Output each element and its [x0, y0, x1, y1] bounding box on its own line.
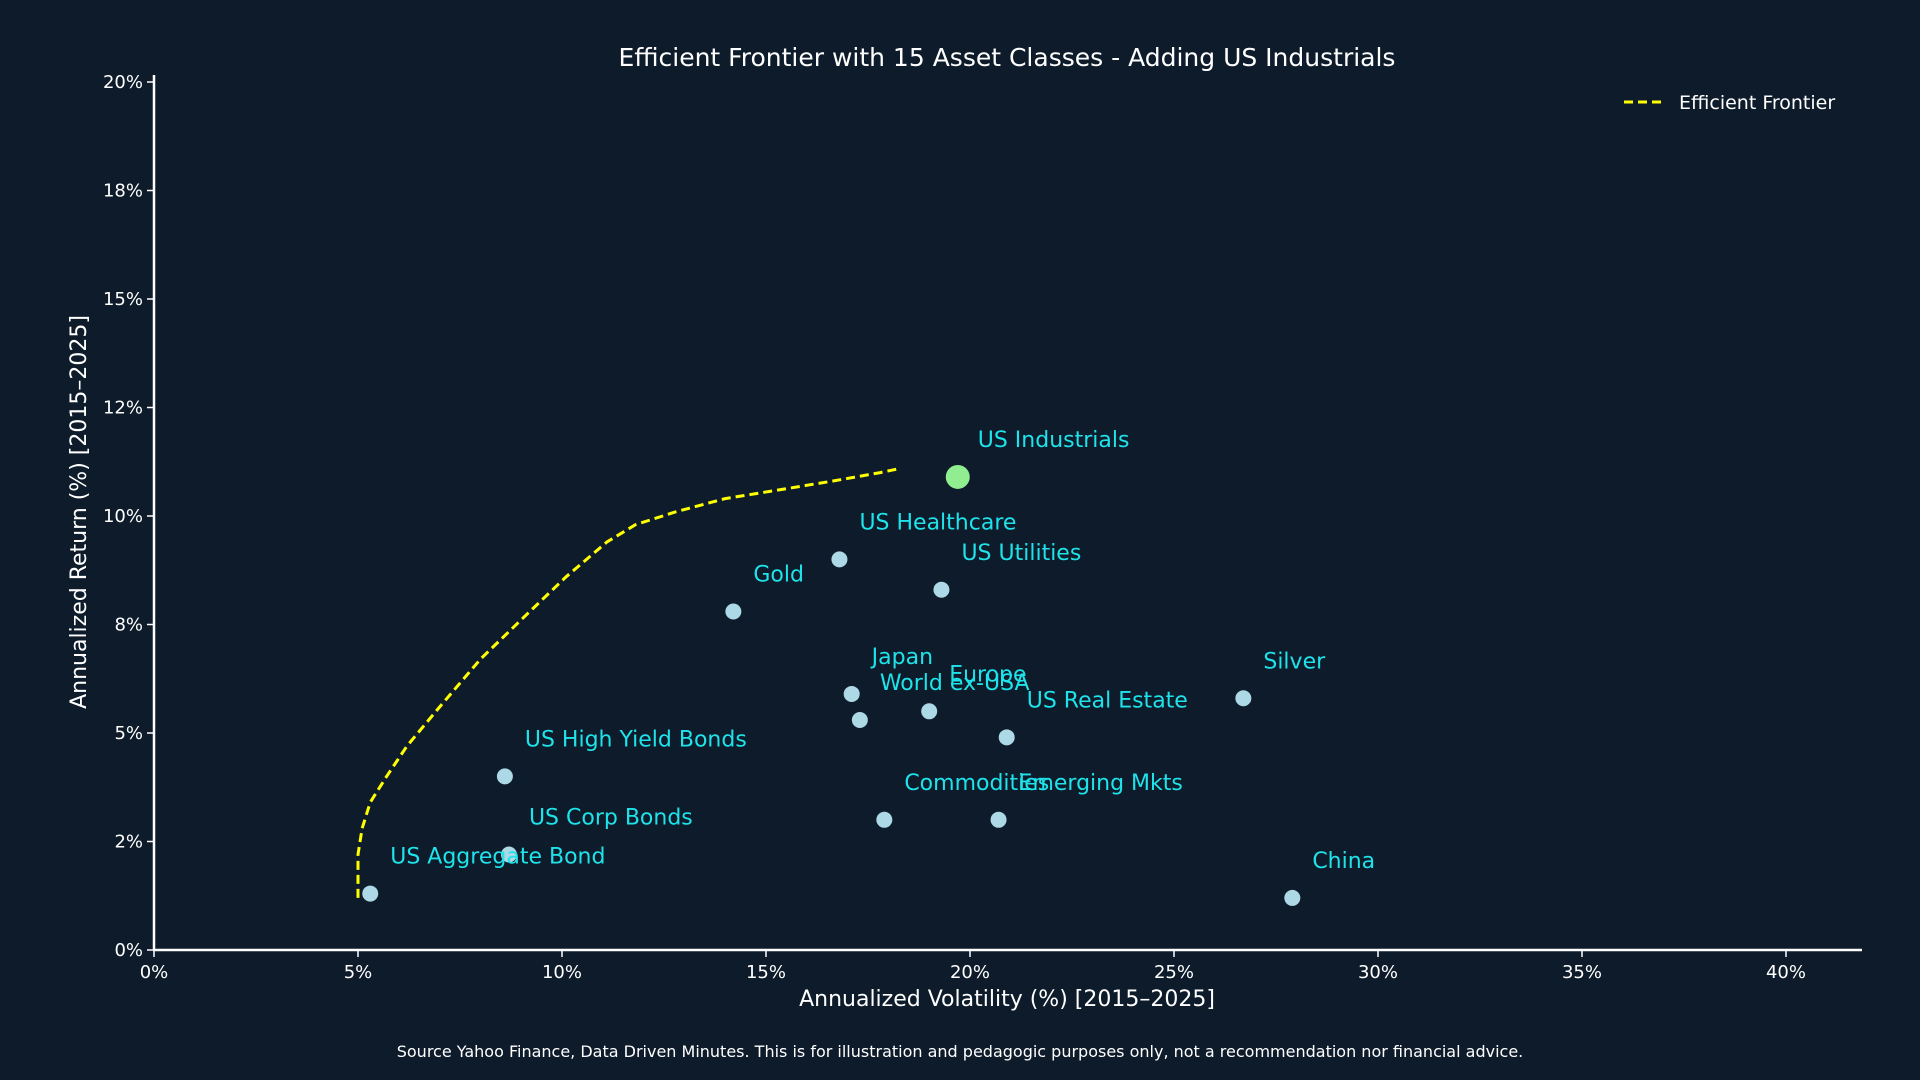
chart-title: Efficient Frontier with 15 Asset Classes…: [619, 43, 1396, 72]
point-us-corp-bonds: [500, 846, 517, 863]
point-label-europe: Europe: [949, 662, 1026, 687]
point-label-us-corp-bonds: US Corp Bonds: [529, 806, 693, 831]
x-tick-label: 40%: [1766, 962, 1806, 983]
point-label-us-real-estate: US Real Estate: [1027, 688, 1188, 713]
x-tick-label: 10%: [542, 962, 582, 983]
point-us-industrials: [945, 464, 970, 489]
point-label-us-utilities: US Utilities: [961, 541, 1081, 566]
source-note: Source Yahoo Finance, Data Driven Minute…: [397, 1042, 1524, 1061]
y-tick-label: 0%: [114, 940, 143, 961]
points-layer: US Industrials US Healthcare US Utilities G…: [362, 428, 1375, 906]
y-tick-label: 15%: [103, 289, 143, 310]
point-label-silver: Silver: [1263, 649, 1326, 674]
point-us-aggregate-bond: [362, 885, 379, 902]
point-label-us-industrials: US Industrials: [978, 428, 1130, 453]
y-tick-label: 2%: [114, 832, 143, 853]
y-tick-label: 5%: [114, 723, 143, 744]
efficient-frontier-line: [356, 466, 901, 898]
x-tick-label: 0%: [140, 962, 169, 983]
point-label-us-high-yield-bonds: US High Yield Bonds: [525, 727, 747, 752]
x-tick-label: 35%: [1562, 962, 1602, 983]
y-tick-label: 12%: [103, 398, 143, 419]
point-world-ex-usa: [851, 711, 868, 728]
y-axis-label: Annualized Return (%) [2015–2025]: [67, 315, 92, 709]
point-us-healthcare: [831, 551, 848, 568]
x-axis-ticks: 0% 5% 10% 15% 20% 25% 30% 35% 40%: [140, 950, 1806, 983]
point-us-utilities: [933, 581, 950, 598]
point-china: [1284, 889, 1301, 906]
x-axis-label: Annualized Volatility (%) [2015–2025]: [799, 987, 1215, 1012]
point-label-japan: Japan: [870, 645, 933, 670]
point-us-high-yield-bonds: [496, 768, 513, 785]
point-label-us-healthcare: US Healthcare: [859, 510, 1016, 535]
y-axis-ticks: 0% 2% 5% 8% 10% 12% 15% 18% 20%: [103, 72, 154, 961]
point-label-us-aggregate-bond: US Aggregate Bond: [390, 845, 605, 870]
point-label-world-ex-usa: World ex-USA: [880, 671, 1030, 696]
point-commodities: [876, 811, 893, 828]
point-japan: [843, 685, 860, 702]
legend-label-efficient-frontier: Efficient Frontier: [1679, 92, 1835, 114]
y-tick-label: 8%: [114, 615, 143, 636]
point-label-emerging-mkts: Emerging Mkts: [1019, 771, 1183, 796]
point-europe: [921, 703, 938, 720]
x-tick-label: 5%: [344, 962, 373, 983]
x-tick-label: 30%: [1358, 962, 1398, 983]
x-tick-label: 25%: [1154, 962, 1194, 983]
legend: Efficient Frontier: [1624, 92, 1835, 114]
y-tick-label: 20%: [103, 72, 143, 93]
point-label-china: China: [1312, 849, 1375, 874]
point-emerging-mkts: [990, 811, 1007, 828]
point-silver: [1235, 690, 1252, 707]
point-label-commodities: Commodities: [904, 771, 1049, 796]
y-tick-label: 18%: [103, 181, 143, 202]
x-tick-label: 20%: [950, 962, 990, 983]
point-gold: [725, 603, 742, 620]
y-tick-label: 10%: [103, 506, 143, 527]
frontier-layer: [356, 466, 901, 898]
x-tick-label: 15%: [746, 962, 786, 983]
point-us-real-estate: [998, 729, 1015, 746]
point-label-gold: Gold: [753, 562, 804, 587]
